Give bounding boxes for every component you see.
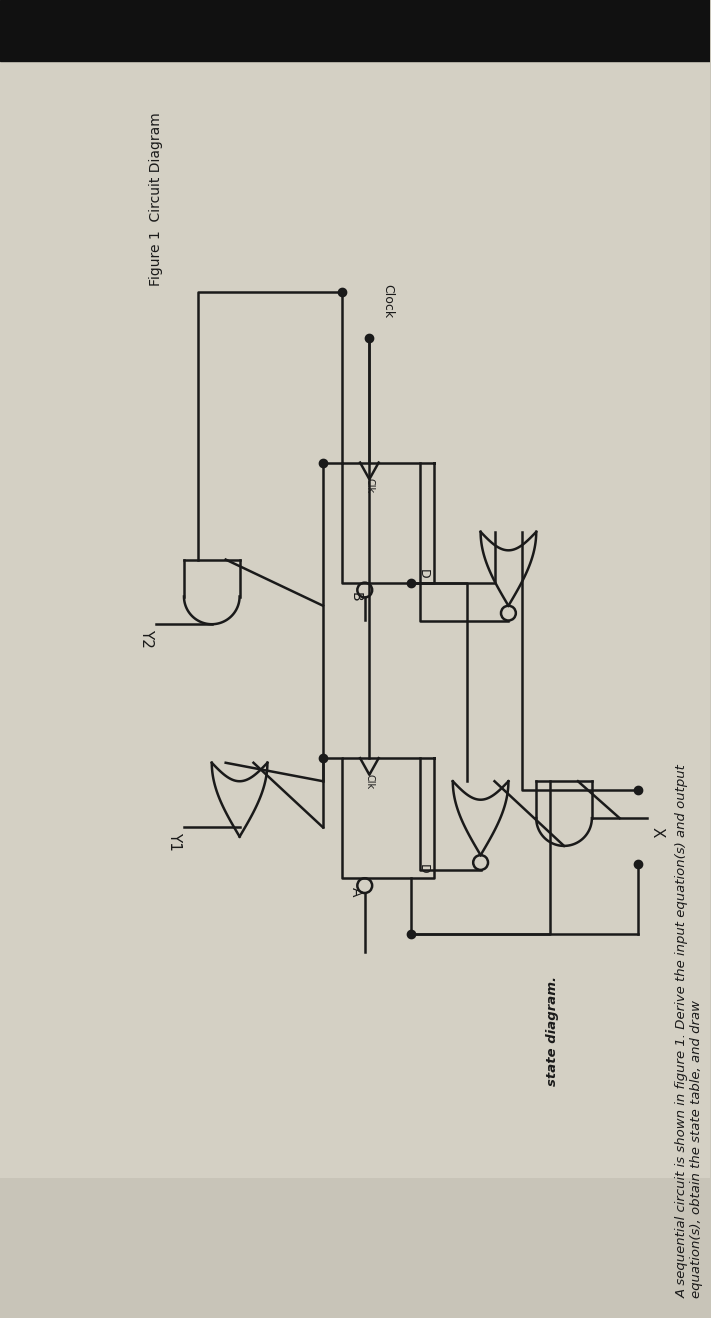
Text: Figure 1  Circuit Diagram: Figure 1 Circuit Diagram [149,112,163,286]
Bar [0,0,710,61]
Text: Clk: Clk [364,478,375,493]
Text: A sequential circuit is shown in figure 1. Derive the input equation(s) and outp: A sequential circuit is shown in figure … [675,763,703,1297]
Text: Clock: Clock [381,283,395,318]
Text: D: D [417,865,429,874]
Text: Y1: Y1 [167,832,182,850]
Text: Clk: Clk [364,774,375,788]
Text: A: A [348,887,363,896]
Text: B: B [348,592,363,601]
Text: X: X [649,826,664,837]
Text: D: D [417,568,429,579]
Text: Y2: Y2 [139,629,154,647]
Text: state diagram.: state diagram. [545,975,559,1086]
